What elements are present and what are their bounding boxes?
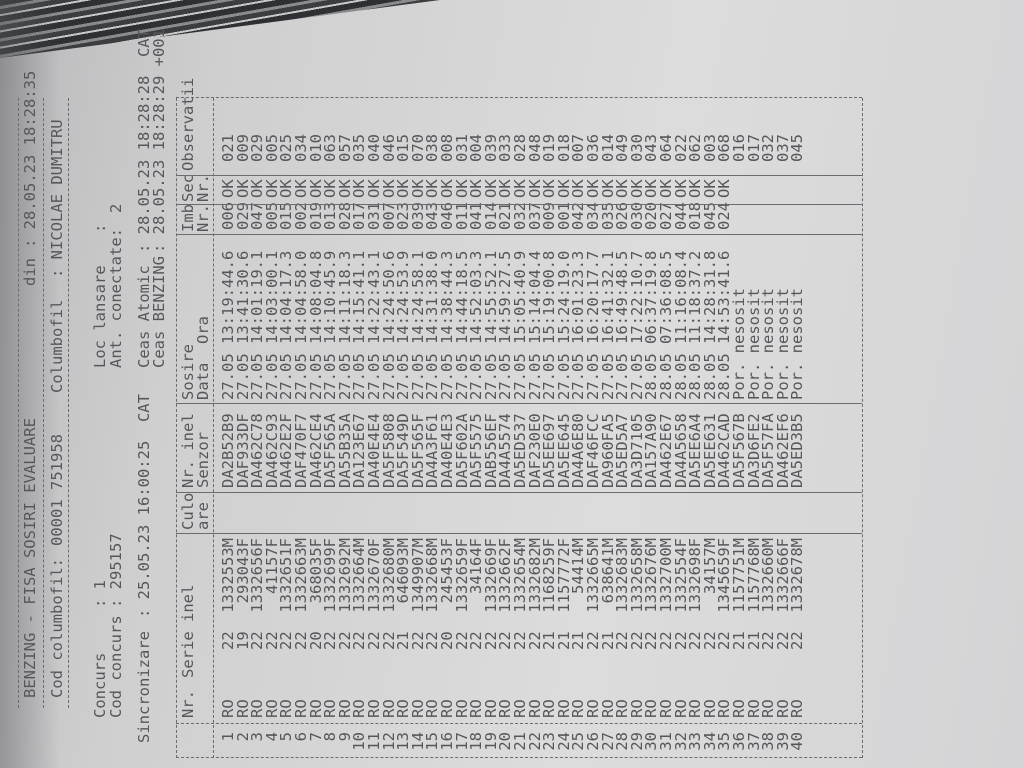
- col-culoare-2: are: [194, 502, 212, 530]
- print-date-label: din: [21, 258, 39, 286]
- printed-arrivals-sheet: BENZING - FISA SOSIRI EVALUARE din : 28.…: [18, 29, 863, 758]
- country-code: RO: [788, 699, 807, 718]
- sync-label: Sincronizare: [135, 631, 153, 743]
- column-separator: [176, 97, 862, 98]
- race-label: Concurs: [91, 652, 109, 718]
- column-separator: [176, 757, 862, 758]
- benzing-clock-label: Ceas BENZING: [150, 256, 168, 368]
- col-observatii: Observatii: [179, 77, 197, 171]
- race-code-value: : 295157: [107, 533, 125, 608]
- col-senzor-2: Senzor: [194, 432, 212, 488]
- table-header-border: [213, 98, 214, 758]
- connected-antennas-value: 2: [107, 203, 125, 213]
- col-serie-inel: Serie inel: [179, 584, 197, 678]
- row-number: 40: [788, 732, 807, 751]
- col-sec-2: Nr.: [194, 174, 212, 202]
- photo-shadow: [0, 0, 60, 768]
- column-separator: [176, 723, 862, 724]
- race-code-label: Cod concurs: [107, 615, 125, 718]
- column-separator: [176, 492, 862, 493]
- column-separator: [176, 204, 862, 205]
- col-nr: Nr.: [179, 690, 197, 718]
- release-location-value: :: [91, 223, 109, 233]
- sensor-ring: DA5ED3B5: [788, 413, 807, 488]
- security-status: OK: [715, 179, 734, 198]
- print-date-value: : 28.05.23 18:28:35: [21, 70, 39, 248]
- column-separator: [176, 234, 862, 235]
- benzing-clock-value: : 28.05.23 18:28:29 +001: [150, 29, 168, 253]
- column-separator: [176, 175, 862, 176]
- sync-value: : 25.05.23 16:00:25 CAT: [135, 394, 153, 618]
- fancier-code-label: Cod columbofil:: [48, 558, 66, 698]
- divider: [43, 98, 44, 708]
- table-bottom-border: [862, 98, 863, 758]
- connected-antennas-label: Ant. conectate:: [107, 228, 125, 368]
- fancier-label: Columbofil: [48, 299, 66, 393]
- fancier-code-value: 00001 751958: [48, 434, 66, 546]
- document-title: BENZING - FISA SOSIRI EVALUARE: [21, 418, 39, 698]
- release-location-label: Loc lansare: [91, 265, 109, 368]
- column-separator: [176, 403, 862, 404]
- basket-number: 024: [715, 202, 734, 230]
- column-separator: [176, 533, 862, 534]
- divider: [68, 98, 69, 708]
- fancier-name: : NICOLAE DUMITRU: [48, 119, 66, 278]
- col-sosire-2: Data Ora: [194, 316, 212, 400]
- arrival-time: Por. nesosit: [788, 288, 807, 400]
- remarks: 045: [788, 134, 807, 162]
- ring-number: 1332678M: [788, 538, 807, 613]
- race-value: : 1: [91, 580, 109, 608]
- ring-year: 22: [788, 631, 807, 650]
- col-imb-2: Nr.: [194, 204, 212, 232]
- divider: [18, 98, 19, 708]
- table-top-border: [176, 98, 177, 758]
